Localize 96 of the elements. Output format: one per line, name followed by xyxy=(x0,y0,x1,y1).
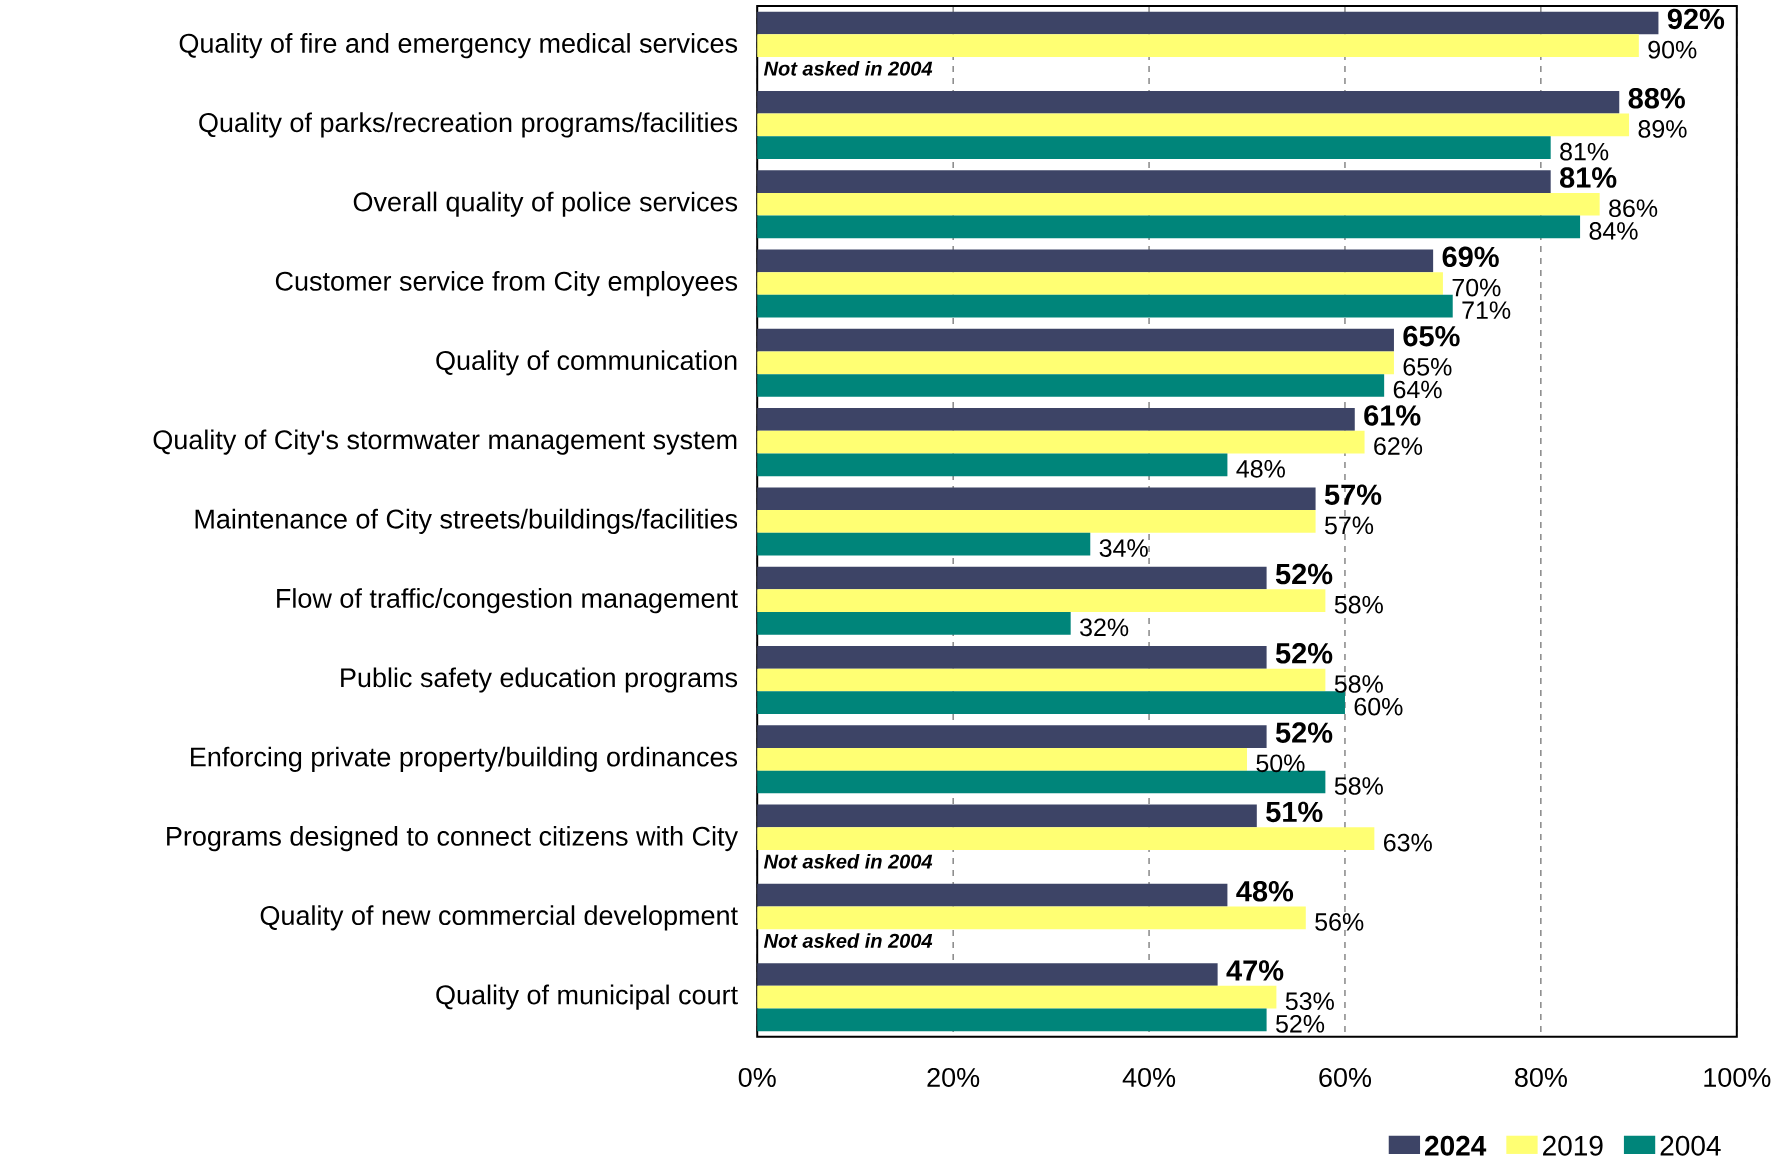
data-label: 57% xyxy=(1324,484,1382,505)
data-label: 65% xyxy=(1403,325,1460,347)
y-tick-label: Maintenance of City streets/buildings/facilities xyxy=(195,508,738,535)
bar xyxy=(757,294,1453,318)
bar xyxy=(757,328,1394,352)
bar xyxy=(757,532,1091,556)
bar xyxy=(757,510,1316,533)
bar xyxy=(757,430,1365,454)
data-label: 69% xyxy=(1442,246,1499,268)
x-tick-label: 100% xyxy=(1704,1067,1771,1087)
data-label: 61% xyxy=(1364,405,1421,426)
y-tick-label: Programs designed to connect citizens with City xyxy=(167,825,739,852)
data-label: 48% xyxy=(1236,880,1294,902)
bar xyxy=(757,691,1345,715)
x-tick-label: 20% xyxy=(927,1067,980,1087)
bar xyxy=(757,34,1639,57)
data-label: 48% xyxy=(1236,459,1285,478)
bar xyxy=(757,113,1630,137)
bar xyxy=(757,804,1257,828)
bar xyxy=(757,985,1277,1009)
bar xyxy=(757,566,1267,590)
data-label: 58% xyxy=(1334,595,1383,614)
bar xyxy=(757,906,1306,930)
bar xyxy=(757,589,1326,613)
bar xyxy=(757,11,1659,35)
data-label: 89% xyxy=(1638,120,1687,138)
bar xyxy=(757,192,1600,216)
y-tick-label: Public safety education programs xyxy=(341,667,738,693)
data-label: 53% xyxy=(1285,992,1334,1011)
bar xyxy=(757,249,1434,273)
data-label: 58% xyxy=(1334,777,1383,795)
data-label: 63% xyxy=(1384,833,1432,852)
data-label: 84% xyxy=(1589,222,1638,240)
bar xyxy=(757,272,1443,295)
legend-label: 2024 xyxy=(1425,1135,1487,1156)
data-label: 88% xyxy=(1628,87,1685,109)
data-label: 47% xyxy=(1226,960,1284,981)
bar xyxy=(757,374,1385,397)
annotation: Not asked in 2004 xyxy=(763,853,933,869)
data-label: 50% xyxy=(1256,754,1305,773)
legend-label: 2019 xyxy=(1543,1135,1603,1156)
data-label: 81% xyxy=(1560,167,1617,188)
legend-label: 2004 xyxy=(1660,1135,1721,1156)
data-label: 65% xyxy=(1403,357,1452,376)
data-label: 70% xyxy=(1452,278,1501,297)
bar xyxy=(757,747,1248,771)
bar xyxy=(757,453,1228,477)
x-tick-label: 60% xyxy=(1319,1067,1372,1087)
annotation: Not asked in 2004 xyxy=(763,933,933,948)
data-label: 34% xyxy=(1099,539,1148,557)
data-label: 90% xyxy=(1648,40,1697,59)
y-tick-label: Flow of traffic/congestion management xyxy=(277,588,738,614)
data-label: 51% xyxy=(1266,801,1323,823)
data-label: 52% xyxy=(1275,722,1333,743)
data-label: 71% xyxy=(1462,301,1511,319)
bar xyxy=(757,170,1551,193)
bar xyxy=(757,612,1071,635)
data-label: 60% xyxy=(1354,697,1403,716)
data-label: 52% xyxy=(1276,1015,1325,1033)
bar xyxy=(757,668,1326,692)
data-label: 52% xyxy=(1275,643,1333,664)
y-tick-label: Quality of fire and emergency medical services xyxy=(179,33,738,59)
data-label: 58% xyxy=(1334,675,1383,693)
y-tick-label: Overall quality of police services xyxy=(353,191,738,217)
bar xyxy=(757,90,1620,114)
bar xyxy=(757,827,1375,850)
data-label: 57% xyxy=(1324,516,1374,535)
data-label: 52% xyxy=(1275,563,1333,585)
bar xyxy=(757,136,1551,159)
bar xyxy=(757,963,1218,986)
data-label: 64% xyxy=(1393,380,1442,399)
y-tick-label: Quality of municipal court xyxy=(436,984,738,1010)
x-tick-label: 40% xyxy=(1122,1067,1176,1087)
bar xyxy=(757,1008,1267,1032)
x-tick-label: 0% xyxy=(738,1067,776,1087)
y-tick-label: Quality of communication xyxy=(436,350,737,376)
data-label: 92% xyxy=(1667,8,1725,30)
data-label: 56% xyxy=(1315,913,1364,931)
annotation: Not asked in 2004 xyxy=(763,60,933,76)
y-tick-label: Enforcing private property/building ordinances xyxy=(191,746,738,772)
data-label: 62% xyxy=(1374,437,1423,455)
bar xyxy=(757,351,1394,375)
bar xyxy=(757,883,1228,907)
bar xyxy=(757,408,1355,431)
bar xyxy=(757,215,1581,239)
bar xyxy=(757,487,1316,511)
y-tick-label: Customer service from City employees xyxy=(275,270,738,297)
data-label: 32% xyxy=(1080,618,1129,637)
bar xyxy=(757,725,1267,748)
x-tick-label: 80% xyxy=(1515,1067,1567,1087)
y-tick-label: Quality of City's stormwater management system xyxy=(153,429,737,455)
data-label: 81% xyxy=(1560,142,1609,161)
y-tick-label: Quality of parks/recreation programs/facilities xyxy=(199,112,738,138)
bar xyxy=(757,645,1267,669)
y-tick-label: Quality of new commercial development xyxy=(260,905,738,931)
data-label: 86% xyxy=(1609,199,1658,218)
